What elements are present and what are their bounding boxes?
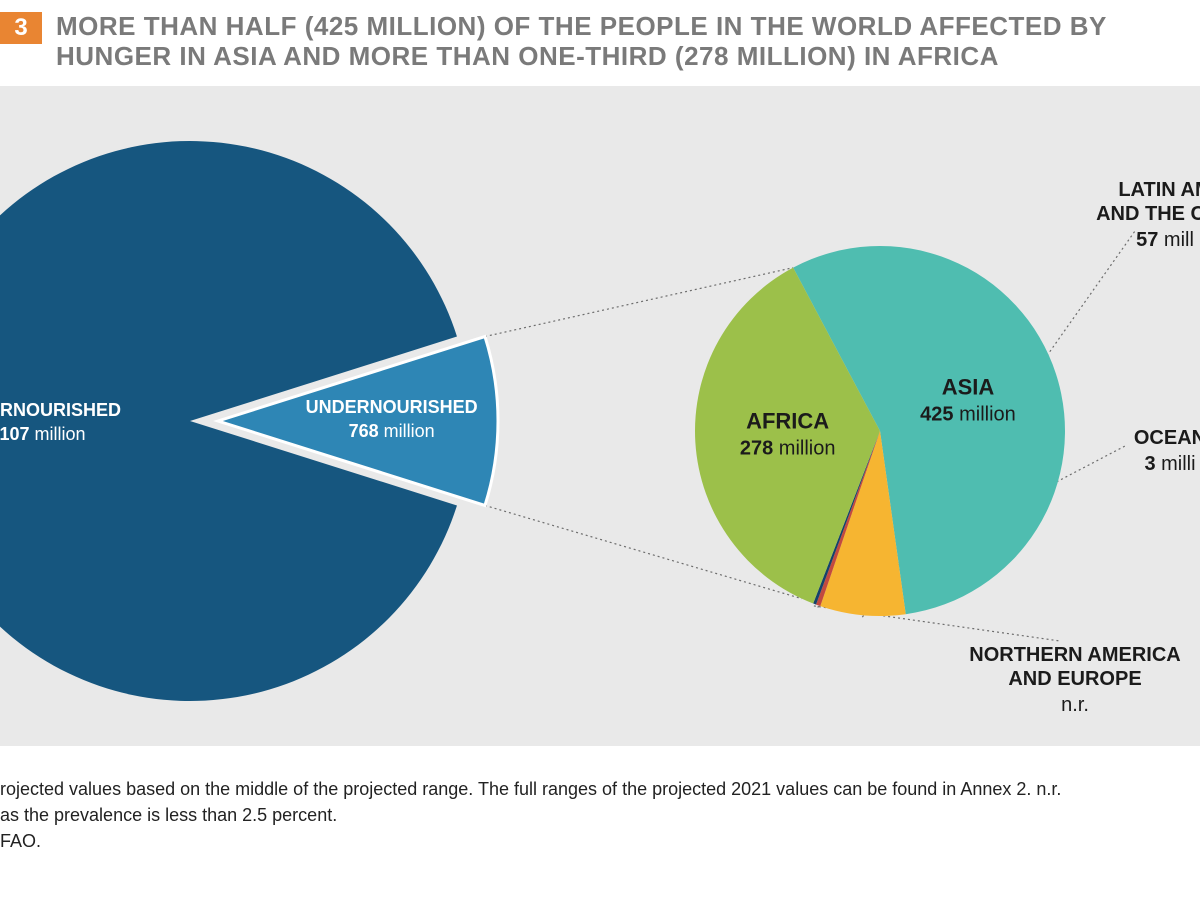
svg-text:UNDERNOURISHED: UNDERNOURISHED bbox=[306, 397, 478, 417]
footnote-line-1: rojected values based on the middle of t… bbox=[0, 779, 1061, 799]
svg-text:AND EUROPE: AND EUROPE bbox=[1008, 668, 1141, 690]
footnote-line-2: as the prevalence is less than 2.5 perce… bbox=[0, 805, 337, 825]
svg-text:NORTHERN AMERICA: NORTHERN AMERICA bbox=[969, 644, 1180, 666]
svg-text:n.r.: n.r. bbox=[1061, 694, 1089, 716]
chart-area: UNDERNOURISHED 7 107 million UNDERNOURISHE… bbox=[0, 86, 1200, 746]
svg-text:7 107 million: 7 107 million bbox=[0, 424, 86, 444]
svg-text:425 million: 425 million bbox=[920, 403, 1016, 425]
chart-svg: UNDERNOURISHED 7 107 million UNDERNOURISHE… bbox=[0, 86, 1200, 746]
svg-text:UNDERNOURISHED: UNDERNOURISHED bbox=[0, 400, 121, 420]
svg-text:57 mill: 57 mill bbox=[1136, 229, 1194, 251]
svg-text:768 million: 768 million bbox=[349, 421, 435, 441]
svg-text:OCEAN: OCEAN bbox=[1134, 427, 1200, 449]
svg-text:AFRICA: AFRICA bbox=[746, 408, 829, 433]
svg-text:278 million: 278 million bbox=[740, 437, 836, 459]
svg-text:AND THE CAR: AND THE CAR bbox=[1096, 203, 1200, 225]
svg-text:3 milli: 3 milli bbox=[1144, 453, 1195, 475]
svg-text:ASIA: ASIA bbox=[942, 374, 995, 399]
svg-text:LATIN AM: LATIN AM bbox=[1118, 179, 1200, 201]
figure-title-bar: 3 MORE THAN HALF (425 MILLION) OF THE PE… bbox=[0, 0, 1200, 86]
footnote-line-3: FAO. bbox=[0, 831, 41, 851]
footnotes: rojected values based on the middle of t… bbox=[0, 746, 1200, 854]
figure-number-badge: 3 bbox=[0, 12, 42, 44]
figure-title: MORE THAN HALF (425 MILLION) OF THE PEOP… bbox=[56, 12, 1200, 72]
